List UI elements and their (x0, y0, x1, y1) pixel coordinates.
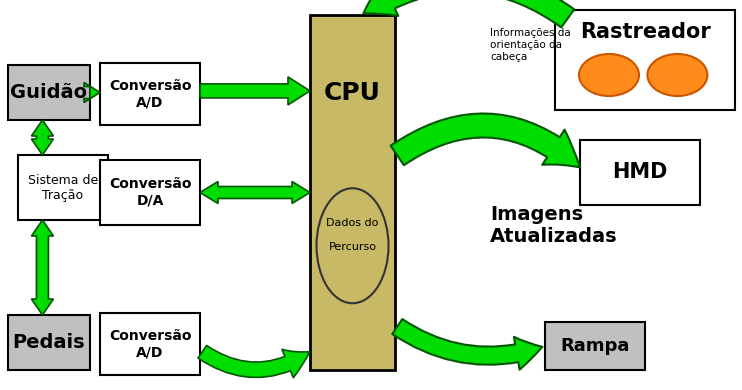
Polygon shape (200, 181, 310, 204)
Bar (100, 313, 200, 375)
Polygon shape (200, 77, 310, 105)
Bar (555, 10, 735, 110)
FancyArrowPatch shape (390, 113, 580, 167)
Bar (310, 15, 395, 370)
Bar (18, 155, 108, 220)
FancyArrowPatch shape (198, 346, 309, 378)
Polygon shape (31, 120, 53, 155)
Text: Rampa: Rampa (560, 337, 630, 355)
Ellipse shape (648, 54, 707, 96)
Bar (545, 322, 645, 370)
Text: Sistema de
Tração: Sistema de Tração (28, 174, 98, 202)
FancyArrowPatch shape (393, 319, 542, 370)
Text: CPU: CPU (324, 81, 381, 105)
Bar (580, 140, 700, 205)
Ellipse shape (579, 54, 639, 96)
Text: Informações da
orientação da
cabeça: Informações da orientação da cabeça (490, 28, 571, 62)
Bar (100, 63, 200, 125)
Bar (100, 160, 200, 225)
Bar (8, 65, 90, 120)
Polygon shape (31, 220, 53, 315)
Text: Guidão: Guidão (10, 83, 88, 102)
Text: Conversão
D/A: Conversão D/A (109, 177, 191, 207)
Text: Pedais: Pedais (13, 333, 85, 352)
Text: HMD: HMD (612, 163, 668, 183)
Text: Conversão
A/D: Conversão A/D (109, 79, 191, 109)
Polygon shape (84, 83, 100, 103)
Text: Dados do

Percurso: Dados do Percurso (326, 218, 378, 252)
Bar (8, 315, 90, 370)
Text: Imagens
Atualizadas: Imagens Atualizadas (490, 204, 617, 245)
FancyArrowPatch shape (364, 0, 574, 27)
Text: Conversão
A/D: Conversão A/D (109, 329, 191, 359)
Text: Rastreador: Rastreador (580, 22, 710, 42)
